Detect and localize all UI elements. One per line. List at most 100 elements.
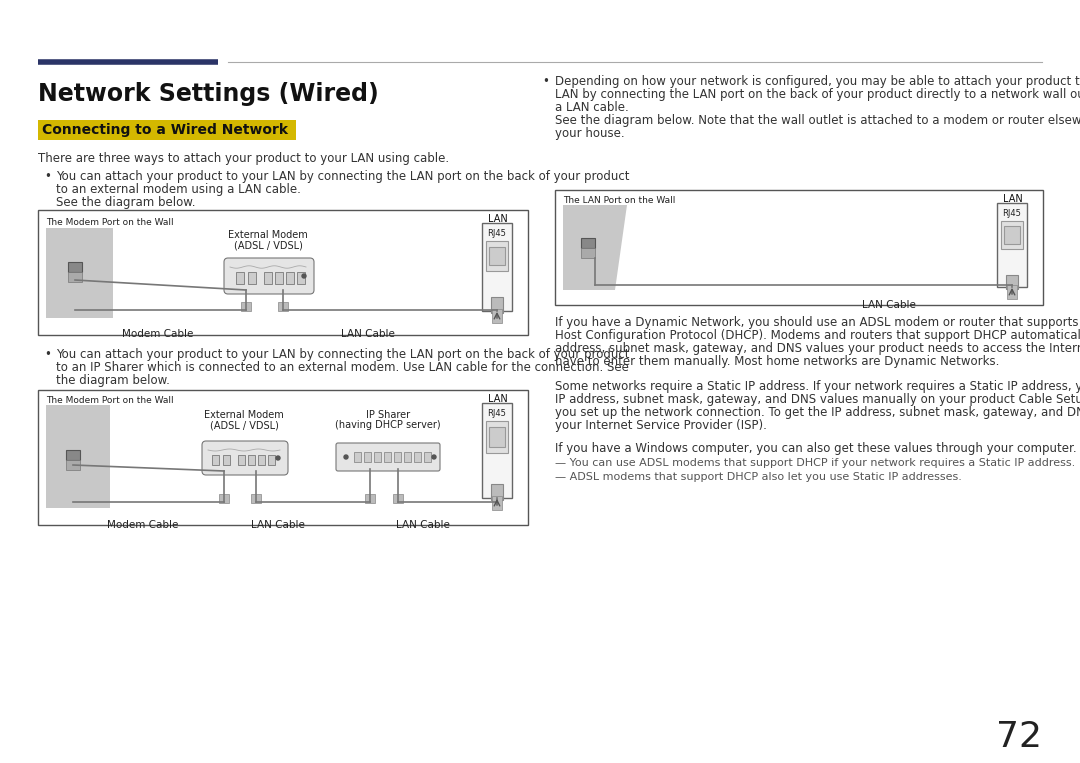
Bar — [384, 452, 391, 462]
Text: LAN Cable: LAN Cable — [251, 520, 305, 530]
Text: (ADSL / VDSL): (ADSL / VDSL) — [233, 240, 302, 250]
Bar — [365, 494, 375, 503]
Bar — [492, 309, 502, 323]
Text: RJ45: RJ45 — [487, 408, 507, 417]
Text: See the diagram below. Note that the wall outlet is attached to a modem or route: See the diagram below. Note that the wal… — [555, 114, 1080, 127]
Polygon shape — [46, 228, 113, 318]
Bar — [491, 297, 503, 313]
Bar — [68, 272, 82, 282]
Text: 72: 72 — [996, 720, 1042, 754]
Text: (having DHCP server): (having DHCP server) — [335, 420, 441, 430]
Bar — [212, 455, 219, 465]
Circle shape — [432, 455, 436, 459]
Bar — [364, 452, 372, 462]
Text: IP address, subnet mask, gateway, and DNS values manually on your product Cable : IP address, subnet mask, gateway, and DN… — [555, 393, 1080, 406]
Bar — [1001, 221, 1023, 249]
Bar — [237, 272, 244, 284]
Polygon shape — [46, 405, 110, 508]
Text: External Modem: External Modem — [228, 230, 308, 240]
Bar — [275, 272, 283, 284]
Bar — [251, 494, 261, 503]
Text: a LAN cable.: a LAN cable. — [555, 101, 629, 114]
Text: to an IP Sharer which is connected to an external modem. Use LAN cable for the c: to an IP Sharer which is connected to an… — [56, 361, 629, 374]
Bar — [248, 272, 256, 284]
Text: LAN: LAN — [1003, 194, 1023, 204]
Text: Modem Cable: Modem Cable — [107, 520, 178, 530]
Text: The Modem Port on the Wall: The Modem Port on the Wall — [46, 396, 174, 405]
Bar — [248, 455, 255, 465]
Bar — [482, 403, 512, 498]
FancyBboxPatch shape — [202, 441, 288, 475]
Text: If you have a Dynamic Network, you should use an ADSL modem or router that suppo: If you have a Dynamic Network, you shoul… — [555, 316, 1080, 329]
Text: You can attach your product to your LAN by connecting the LAN port on the back o: You can attach your product to your LAN … — [56, 348, 630, 361]
Text: RJ45: RJ45 — [1002, 208, 1022, 217]
Bar — [241, 302, 251, 311]
Circle shape — [345, 455, 348, 459]
Bar — [1007, 285, 1017, 299]
Text: have to enter them manually. Most home networks are Dynamic Networks.: have to enter them manually. Most home n… — [555, 355, 999, 368]
Bar — [268, 455, 275, 465]
Bar — [492, 496, 502, 510]
Text: (ADSL / VDSL): (ADSL / VDSL) — [210, 420, 279, 430]
Text: There are three ways to attach your product to your LAN using cable.: There are three ways to attach your prod… — [38, 152, 449, 165]
Text: The Modem Port on the Wall: The Modem Port on the Wall — [46, 218, 174, 227]
Bar — [258, 455, 265, 465]
Bar — [222, 455, 230, 465]
Text: Host Configuration Protocol (DHCP). Modems and routers that support DHCP automat: Host Configuration Protocol (DHCP). Mode… — [555, 329, 1080, 342]
Text: your Internet Service Provider (ISP).: your Internet Service Provider (ISP). — [555, 419, 767, 432]
Bar — [486, 421, 508, 453]
Circle shape — [276, 456, 280, 460]
Text: the diagram below.: the diagram below. — [56, 374, 170, 387]
Bar — [491, 484, 503, 500]
Circle shape — [302, 274, 306, 278]
Bar — [581, 248, 595, 258]
Text: — You can use ADSL modems that support DHCP if your network requires a Static IP: — You can use ADSL modems that support D… — [555, 458, 1076, 468]
Text: RJ45: RJ45 — [487, 228, 507, 237]
Bar — [482, 223, 512, 311]
Text: •: • — [44, 348, 51, 361]
Text: Network Settings (Wired): Network Settings (Wired) — [38, 82, 379, 106]
FancyBboxPatch shape — [224, 258, 314, 294]
Text: — ADSL modems that support DHCP also let you use Static IP addresses.: — ADSL modems that support DHCP also let… — [555, 472, 962, 482]
Text: External Modem: External Modem — [204, 410, 284, 420]
Bar — [297, 272, 305, 284]
Text: See the diagram below.: See the diagram below. — [56, 196, 195, 209]
FancyBboxPatch shape — [336, 443, 440, 471]
Bar — [997, 203, 1027, 287]
Bar — [264, 272, 272, 284]
Bar — [374, 452, 381, 462]
Bar — [414, 452, 421, 462]
Bar — [1004, 226, 1020, 244]
Text: Depending on how your network is configured, you may be able to attach your prod: Depending on how your network is configu… — [555, 75, 1080, 88]
Text: your house.: your house. — [555, 127, 624, 140]
Text: you set up the network connection. To get the IP address, subnet mask, gateway, : you set up the network connection. To ge… — [555, 406, 1080, 419]
Text: LAN Cable: LAN Cable — [862, 300, 916, 310]
Bar — [489, 247, 505, 265]
Text: You can attach your product to your LAN by connecting the LAN port on the back o: You can attach your product to your LAN … — [56, 170, 630, 183]
Bar — [404, 452, 411, 462]
Text: •: • — [44, 170, 51, 183]
Bar — [286, 272, 294, 284]
Text: IP Sharer: IP Sharer — [366, 410, 410, 420]
Bar — [66, 460, 80, 470]
Bar — [581, 238, 595, 248]
Bar — [38, 120, 296, 140]
Bar — [38, 210, 528, 335]
Bar — [1005, 275, 1018, 289]
Bar — [219, 494, 229, 503]
Text: LAN Cable: LAN Cable — [396, 520, 450, 530]
Bar — [278, 302, 288, 311]
Text: LAN: LAN — [488, 214, 508, 224]
Bar — [489, 427, 505, 447]
Bar — [66, 450, 80, 460]
Text: Modem Cable: Modem Cable — [122, 329, 193, 339]
Text: to an external modem using a LAN cable.: to an external modem using a LAN cable. — [56, 183, 301, 196]
Text: Connecting to a Wired Network: Connecting to a Wired Network — [42, 123, 288, 137]
Bar — [424, 452, 431, 462]
Text: The LAN Port on the Wall: The LAN Port on the Wall — [563, 196, 675, 205]
Bar — [394, 452, 401, 462]
Bar — [486, 241, 508, 271]
Text: LAN by connecting the LAN port on the back of your product directly to a network: LAN by connecting the LAN port on the ba… — [555, 88, 1080, 101]
Bar — [38, 390, 528, 525]
Text: If you have a Windows computer, you can also get these values through your compu: If you have a Windows computer, you can … — [555, 442, 1077, 455]
